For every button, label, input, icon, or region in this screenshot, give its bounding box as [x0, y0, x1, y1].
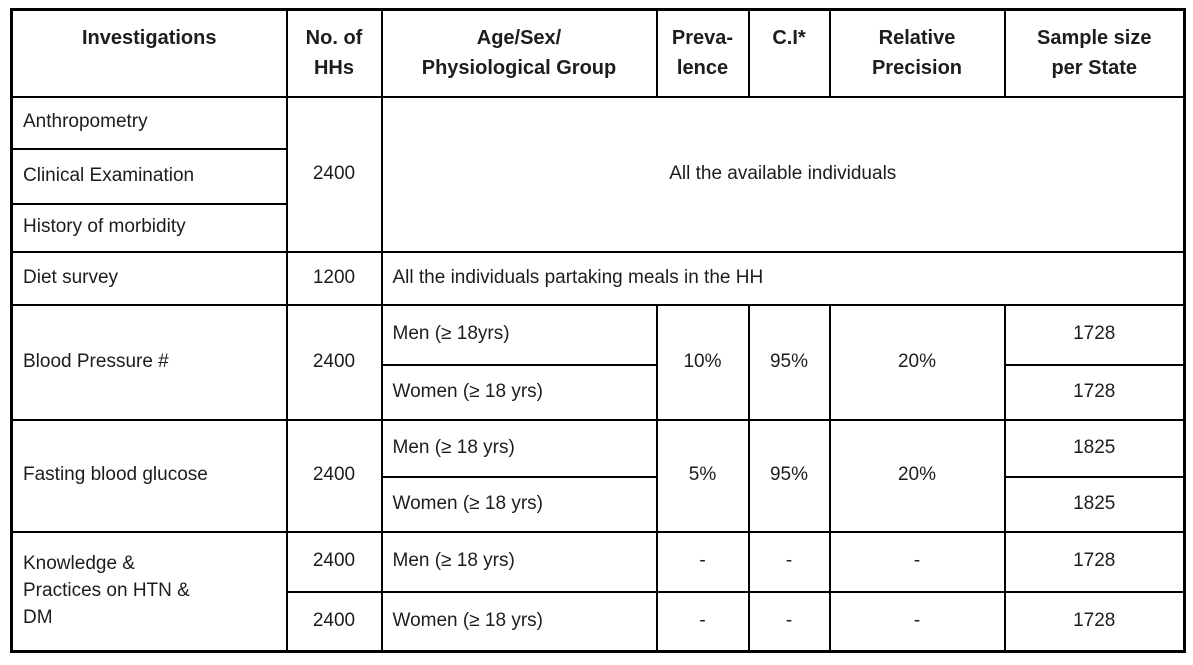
cell-blood-pressure-men-group: Men (≥ 18yrs): [380, 303, 658, 366]
cell-available-block-group: All the available individuals: [380, 95, 1186, 253]
cell-knowledge-practices-women-prevalence: -: [655, 590, 750, 653]
row-blood-pressure-men: Blood Pressure # 2400 Men (≥ 18yrs) 10% …: [10, 303, 1186, 421]
cell-fasting-blood-glucose-ci: 95%: [747, 418, 831, 533]
row-diet-survey: Diet survey 1200 All the individuals par…: [10, 250, 1186, 306]
table-body: Anthropometry 2400 All the available ind…: [10, 95, 1186, 653]
row-blood-pressure-women: Women (≥ 18 yrs) 1728: [12, 363, 1186, 421]
cell-knowledge-practices-women-group: Women (≥ 18 yrs): [380, 590, 658, 653]
cell-knowledge-practices-men-group: Men (≥ 18 yrs): [380, 530, 658, 593]
row-fasting-blood-glucose-women: Women (≥ 18 yrs) 1825: [12, 475, 1186, 533]
cell-investigation-fasting-blood-glucose: Fasting blood glucose: [10, 418, 288, 533]
col-header-no-of-hhs: No. of HHs: [285, 8, 383, 98]
cell-fasting-blood-glucose-men-sample: 1825: [1003, 418, 1186, 478]
row-clinical-examination: Clinical Examination: [10, 147, 1185, 205]
row-history-of-morbidity: History of morbidity: [10, 202, 1185, 253]
cell-knowledge-practices-men-relative-precision: -: [828, 530, 1006, 593]
cell-blood-pressure-men-sample: 1728: [1003, 303, 1186, 366]
cell-fasting-blood-glucose-prevalence: 5%: [655, 418, 750, 533]
col-header-sample-size: Sample size per State: [1003, 8, 1186, 98]
cell-knowledge-practices-women-ci: -: [747, 590, 831, 653]
cell-knowledge-practices-men-sample: 1728: [1003, 530, 1186, 593]
cell-knowledge-practices-men-ci: -: [747, 530, 831, 593]
col-header-age-sex-group: Age/Sex/ Physiological Group: [380, 8, 658, 98]
sampling-design-table: Investigations No. of HHs Age/Sex/ Physi…: [10, 8, 1186, 653]
cell-available-block-hhs: 2400: [285, 95, 383, 253]
cell-blood-pressure-hhs: 2400: [285, 303, 383, 421]
cell-fasting-blood-glucose-relative-precision: 20%: [828, 418, 1006, 533]
cell-blood-pressure-ci: 95%: [747, 303, 831, 421]
row-knowledge-practices-women: 2400 Women (≥ 18 yrs) - - - 1728: [12, 590, 1186, 653]
cell-investigation-knowledge-practices: Knowledge & Practices on HTN & DM: [10, 530, 288, 653]
cell-investigation-blood-pressure: Blood Pressure #: [10, 303, 288, 421]
cell-knowledge-practices-men-prevalence: -: [655, 530, 750, 593]
row-fasting-blood-glucose-men: Fasting blood glucose 2400 Men (≥ 18 yrs…: [10, 418, 1186, 533]
header-row: Investigations No. of HHs Age/Sex/ Physi…: [10, 8, 1186, 98]
col-header-prevalence: Preva- lence: [655, 8, 750, 98]
col-header-ci: C.I*: [747, 8, 831, 98]
cell-blood-pressure-women-sample: 1728: [1003, 363, 1186, 421]
table-header: Investigations No. of HHs Age/Sex/ Physi…: [10, 8, 1186, 98]
cell-fasting-blood-glucose-women-sample: 1825: [1003, 475, 1186, 533]
cell-investigation-history-of-morbidity: History of morbidity: [10, 202, 288, 253]
cell-diet-survey-group: All the individuals partaking meals in t…: [380, 250, 1186, 306]
cell-knowledge-practices-women-relative-precision: -: [828, 590, 1006, 653]
cell-investigation-clinical-examination: Clinical Examination: [10, 147, 288, 205]
cell-investigation-diet-survey: Diet survey: [10, 250, 288, 306]
cell-fasting-blood-glucose-men-group: Men (≥ 18 yrs): [380, 418, 658, 478]
row-anthropometry: Anthropometry 2400 All the available ind…: [10, 95, 1186, 253]
col-header-relative-precision: Relative Precision: [828, 8, 1006, 98]
cell-diet-survey-hhs: 1200: [285, 250, 383, 306]
row-knowledge-practices-men: Knowledge & Practices on HTN & DM 2400 M…: [10, 530, 1186, 653]
cell-blood-pressure-prevalence: 10%: [655, 303, 750, 421]
col-header-investigations: Investigations: [10, 8, 288, 98]
cell-knowledge-practices-women-sample: 1728: [1003, 590, 1186, 653]
cell-knowledge-practices-women-hhs: 2400: [285, 590, 383, 653]
cell-blood-pressure-relative-precision: 20%: [828, 303, 1006, 421]
cell-investigation-anthropometry: Anthropometry: [10, 95, 288, 150]
cell-fasting-blood-glucose-women-group: Women (≥ 18 yrs): [380, 475, 658, 533]
cell-knowledge-practices-men-hhs: 2400: [285, 530, 383, 593]
cell-blood-pressure-women-group: Women (≥ 18 yrs): [380, 363, 658, 421]
cell-fasting-blood-glucose-hhs: 2400: [285, 418, 383, 533]
